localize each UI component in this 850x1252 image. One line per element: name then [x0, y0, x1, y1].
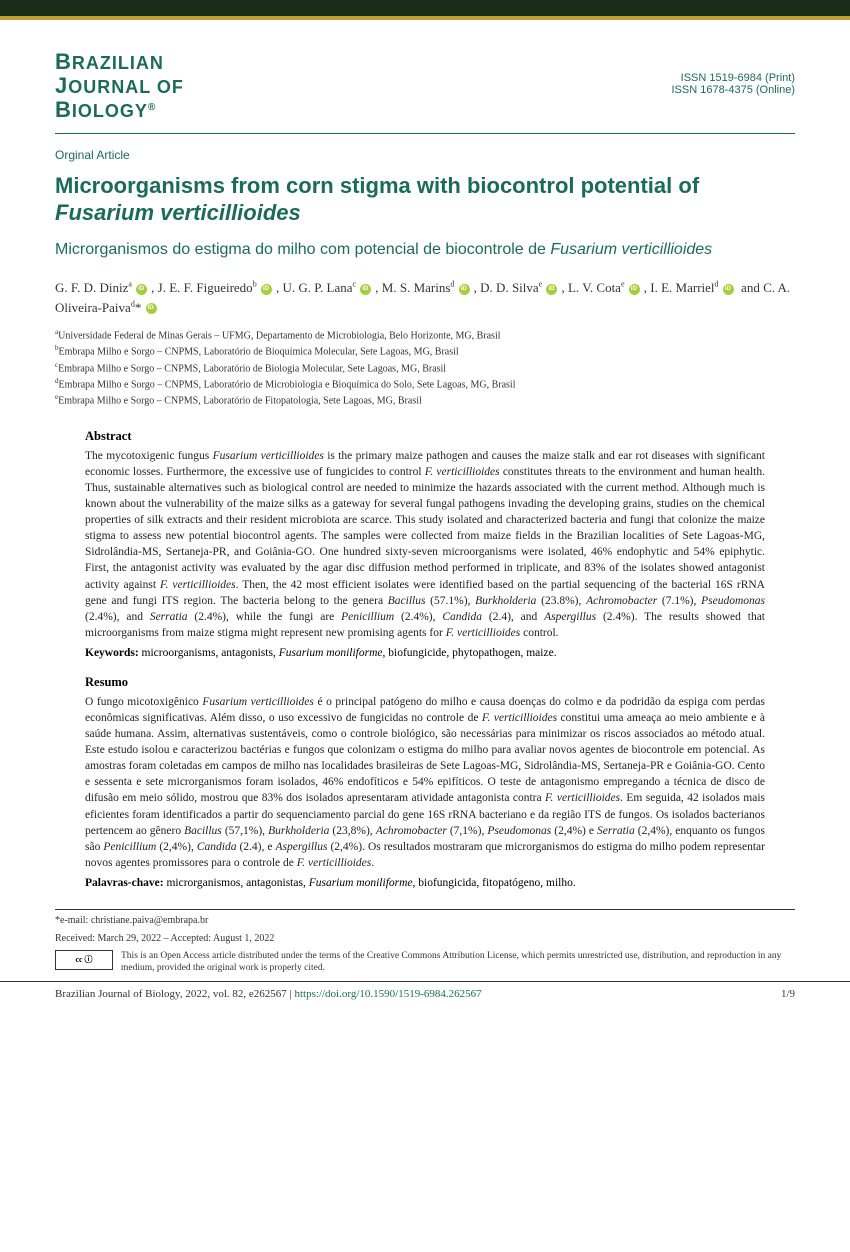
affiliations-list: aUniversidade Federal de Minas Gerais – … [55, 327, 795, 409]
registered-icon: ® [148, 102, 156, 113]
resumo-block: Resumo O fungo micotoxigênico Fusarium v… [55, 675, 795, 889]
logo-line2-initial: J [55, 73, 68, 98]
title-pt-text: Microrganismos do estigma do milho com p… [55, 241, 550, 258]
resumo-keywords: Palavras-chave: microrganismos, antagoni… [85, 877, 765, 889]
resumo-title: Resumo [85, 675, 765, 690]
article-type: Orginal Article [55, 148, 795, 162]
title-portuguese: Microrganismos do estigma do milho com p… [55, 239, 795, 261]
cc-license-text: This is an Open Access article distribut… [121, 950, 795, 975]
title-en-text: Microorganisms from corn stigma with bio… [55, 173, 699, 198]
footer-divider [55, 909, 795, 910]
cc-badge-icon: cc ⓘ [55, 950, 113, 970]
header-row: BRAZILIAN JOURNAL OF BIOLOGY® ISSN 1519-… [55, 50, 795, 123]
title-en-italic: Fusarium verticillioides [55, 200, 301, 225]
article-dates: Received: March 29, 2022 – Accepted: Aug… [55, 932, 795, 946]
logo-line2: OURNAL OF [68, 77, 184, 97]
citation-line: Brazilian Journal of Biology, 2022, vol.… [55, 988, 482, 1000]
footer-area: *e-mail: christiane.paiva@embrapa.br Rec… [0, 909, 850, 975]
abstract-block: Abstract The mycotoxigenic fungus Fusari… [55, 429, 795, 659]
issn-online: ISSN 1678-4375 (Online) [671, 84, 795, 96]
journal-logo: BRAZILIAN JOURNAL OF BIOLOGY® [55, 50, 184, 123]
page-number: 1/9 [781, 988, 795, 1000]
citation-text: Brazilian Journal of Biology, 2022, vol.… [55, 988, 295, 1000]
authors-list: G. F. D. Diniza , J. E. F. Figueiredob ,… [55, 278, 795, 317]
logo-line3-initial: B [55, 97, 72, 122]
top-bar [0, 0, 850, 20]
abstract-text: The mycotoxigenic fungus Fusarium vertic… [85, 448, 765, 641]
cc-license-row: cc ⓘ This is an Open Access article dist… [55, 950, 795, 975]
bottom-bar: Brazilian Journal of Biology, 2022, vol.… [0, 981, 850, 1010]
issn-print: ISSN 1519-6984 (Print) [671, 72, 795, 84]
doi-link[interactable]: https://doi.org/10.1590/1519-6984.262567 [295, 988, 482, 1000]
abstract-title: Abstract [85, 429, 765, 444]
logo-line3: IOLOGY [72, 101, 148, 121]
keywords-label: Keywords: [85, 647, 139, 659]
title-pt-italic: Fusarium verticillioides [550, 241, 712, 258]
title-english: Microorganisms from corn stigma with bio… [55, 172, 795, 227]
abstract-keywords: Keywords: microorganisms, antagonists, F… [85, 647, 765, 659]
logo-line1-initial: B [55, 49, 72, 74]
resumo-text: O fungo micotoxigênico Fusarium verticil… [85, 694, 765, 871]
corresponding-email: *e-mail: christiane.paiva@embrapa.br [55, 914, 795, 928]
issn-block: ISSN 1519-6984 (Print) ISSN 1678-4375 (O… [671, 72, 795, 96]
palavras-text: microrganismos, antagonistas, Fusarium m… [164, 877, 576, 889]
keywords-text: microorganisms, antagonists, Fusarium mo… [139, 647, 557, 659]
content-area: BRAZILIAN JOURNAL OF BIOLOGY® ISSN 1519-… [0, 20, 850, 889]
palavras-label: Palavras-chave: [85, 877, 164, 889]
divider [55, 133, 795, 134]
logo-line1: RAZILIAN [72, 53, 164, 73]
